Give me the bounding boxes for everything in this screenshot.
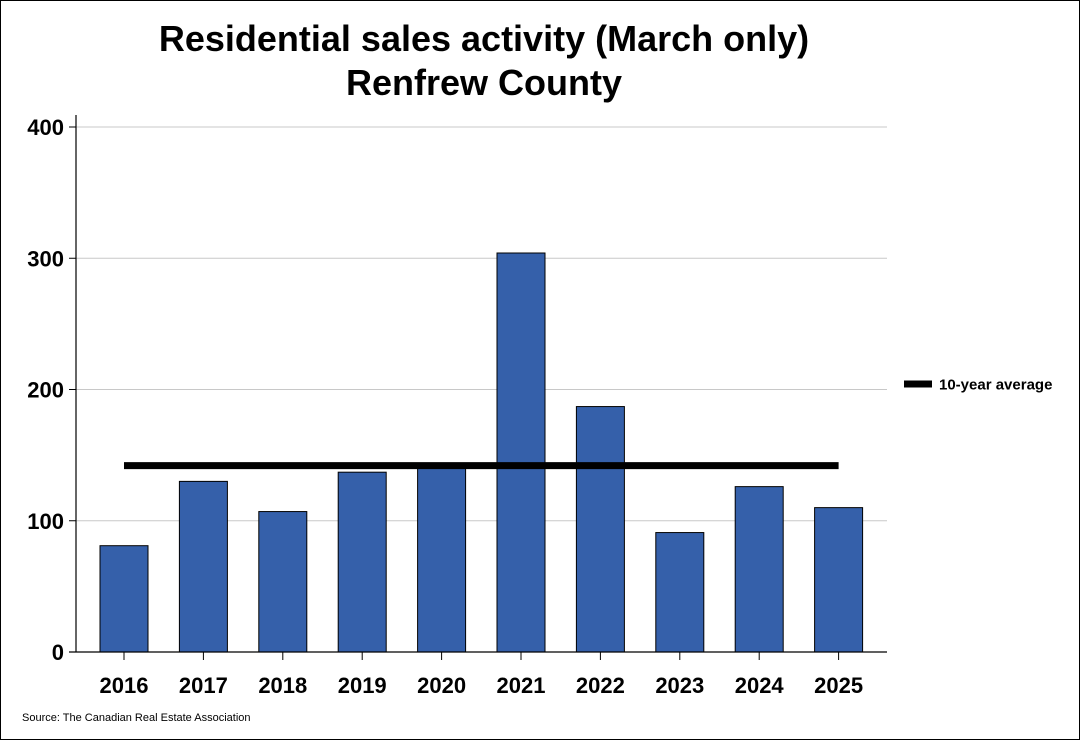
x-tick-label: 2020 [417,673,466,698]
chart-subtitle: Renfrew County [345,62,622,103]
chart-title: Residential sales activity (March only) [158,18,810,59]
bar-2025 [814,507,864,653]
y-tick-label: 0 [52,640,64,665]
x-tick-label: 2021 [497,673,546,698]
legend-label: 10-year average [939,377,1052,394]
bar-2021 [496,252,546,653]
x-tick-label: 2017 [179,673,228,698]
bar-2018 [258,511,308,653]
x-tick-label: 2022 [576,673,625,698]
bar-2016 [99,545,149,653]
x-tick-label: 2025 [814,673,863,698]
x-tick-label: 2019 [338,673,387,698]
source-note: Source: The Canadian Real Estate Associa… [22,712,251,724]
x-tick-label: 2018 [258,673,307,698]
y-tick-label: 100 [27,509,64,534]
bar-2017 [178,480,228,653]
x-tick-label: 2024 [735,673,785,698]
chart-title-block: Residential sales activity (March only) … [1,17,967,105]
bar-2020 [417,467,467,653]
x-tick-label: 2023 [655,673,704,698]
y-tick-label: 400 [27,115,64,140]
y-tick-label: 200 [27,378,64,403]
bar-2022 [575,406,625,653]
bar-2019 [337,471,387,653]
x-tick-label: 2016 [100,673,149,698]
y-tick-label: 300 [27,246,64,271]
bar-2023 [655,532,705,653]
bar-2024 [734,486,784,653]
